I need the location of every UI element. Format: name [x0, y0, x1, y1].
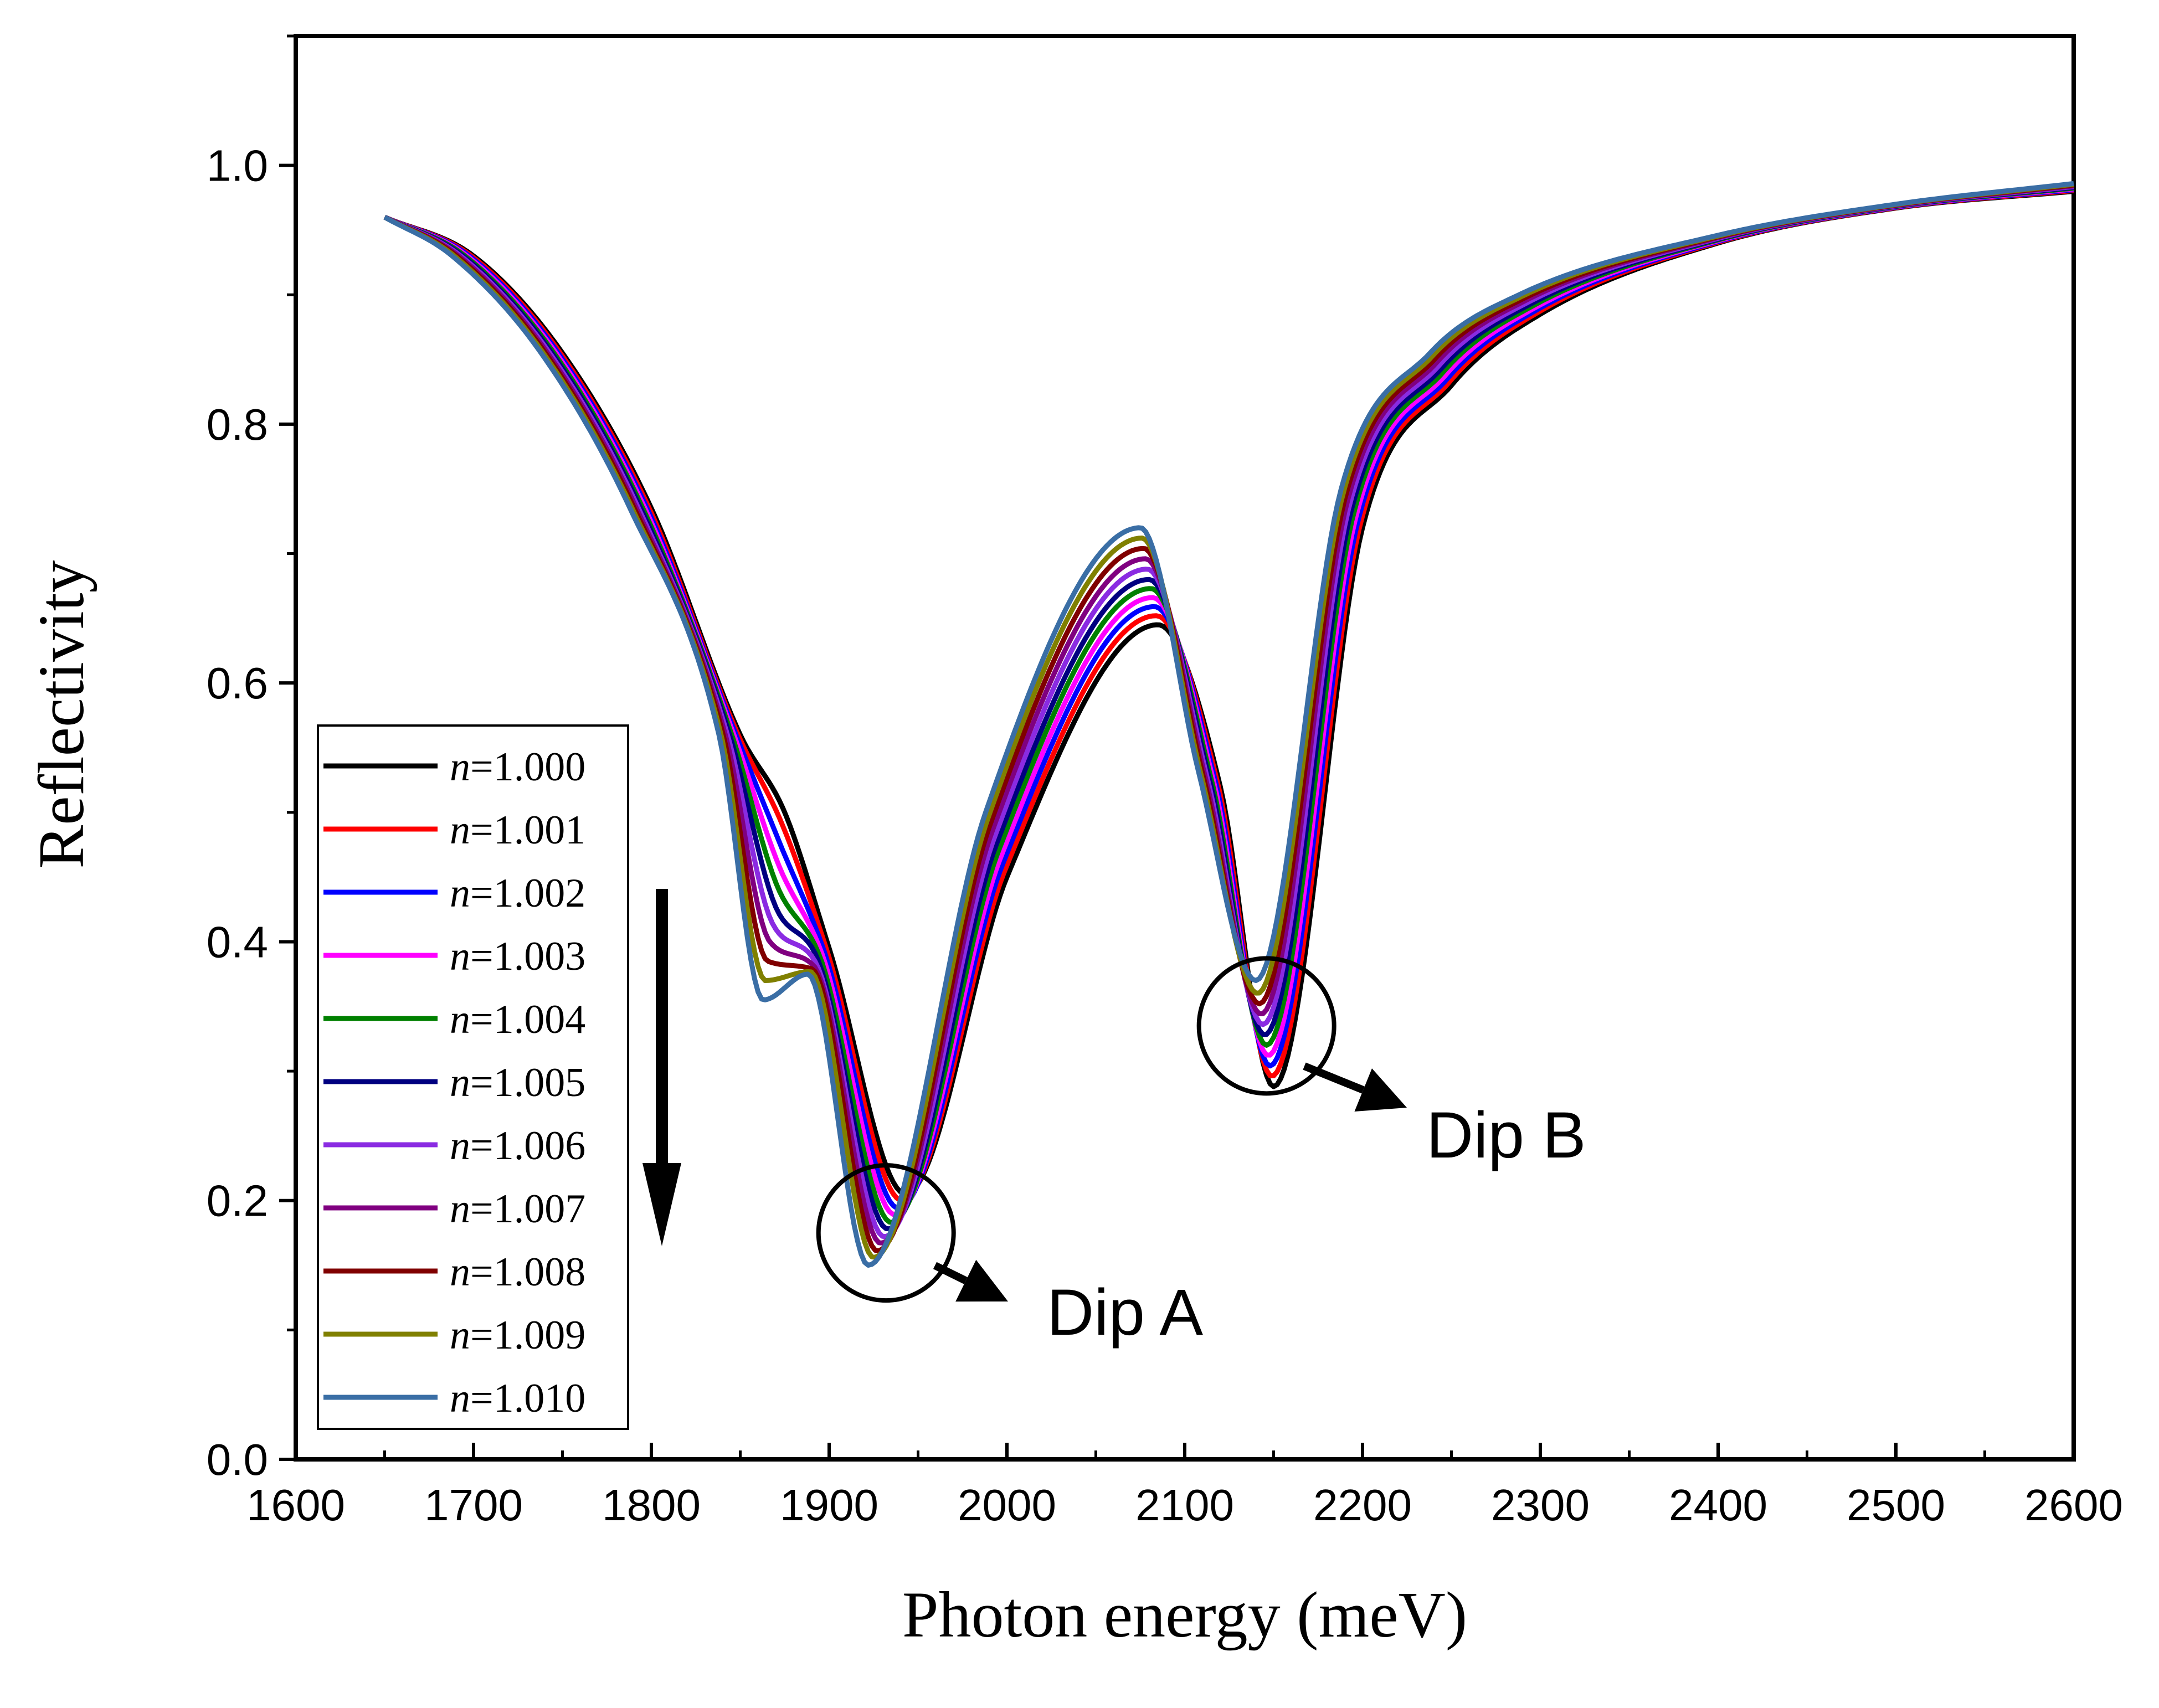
- annotation-label: Dip B: [1426, 1099, 1586, 1172]
- legend-label: n=1.007: [450, 1186, 585, 1232]
- legend-label: n=1.009: [450, 1313, 585, 1358]
- series-line: [383, 184, 2074, 1232]
- annotations: Dip A Dip B: [816, 956, 1586, 1349]
- y-tick-label: 0.4: [207, 917, 268, 966]
- annotation-label: Dip A: [1047, 1276, 1203, 1349]
- series-line: [383, 181, 2074, 1268]
- y-axis-ticks: 0.0 0.2 0.4 0.6 0.8 1.0: [207, 34, 296, 1484]
- series-line: [383, 182, 2074, 1253]
- legend-label: n=1.002: [450, 871, 585, 916]
- legend-label: n=1.001: [450, 807, 585, 853]
- x-tick-label: 2200: [1313, 1480, 1412, 1530]
- series-line: [383, 188, 2074, 1197]
- x-axis-title: Photon energy (meV): [902, 1578, 1467, 1651]
- series-line: [383, 182, 2074, 1260]
- x-tick-label: 2500: [1847, 1480, 1945, 1530]
- legend-box: [317, 724, 629, 1430]
- legend-label: n=1.000: [450, 744, 585, 790]
- legend-label: n=1.003: [450, 934, 585, 979]
- x-tick-label: 1900: [780, 1480, 878, 1530]
- x-axis-ticks: 1600 1700 1800 1900 2000 2100 2200 2300 2400 2500…: [246, 1443, 2123, 1530]
- series-line: [383, 187, 2074, 1211]
- y-tick-label: 0.6: [207, 658, 268, 708]
- legend-label: n=1.005: [450, 1060, 585, 1105]
- y-tick-label: 0.2: [207, 1176, 268, 1226]
- x-tick-label: 2000: [958, 1480, 1056, 1530]
- x-tick-label: 1700: [424, 1480, 523, 1530]
- x-tick-label: 2100: [1135, 1480, 1234, 1530]
- legend-label: n=1.006: [450, 1123, 585, 1169]
- y-tick-label: 0.8: [207, 400, 268, 449]
- x-tick-label: 1800: [602, 1480, 701, 1530]
- annotation-arrow-shaft: [1303, 1062, 1365, 1094]
- legend-label: n=1.010: [450, 1376, 585, 1421]
- x-tick-label: 2300: [1491, 1480, 1590, 1530]
- series-line: [383, 186, 2074, 1225]
- series-line: [383, 188, 2074, 1203]
- y-tick-label: 1.0: [207, 141, 268, 191]
- x-tick-label: 2400: [1669, 1480, 1767, 1530]
- x-tick-label: 1600: [246, 1480, 345, 1530]
- legend: n=1.000 n=1.001 n=1.002 n=1.003 n=1.004 n=1.0…: [317, 724, 629, 1430]
- annotation-arrow-head: [955, 1259, 1008, 1302]
- series-line: [383, 186, 2074, 1217]
- legend-label: n=1.004: [450, 997, 585, 1042]
- x-tick-label: 2600: [2024, 1480, 2123, 1530]
- trend-arrow: [642, 889, 681, 1246]
- annotation-arrow-head: [1354, 1068, 1407, 1112]
- y-tick-label: 0.0: [207, 1435, 268, 1484]
- legend-label: n=1.008: [450, 1249, 585, 1295]
- annotation-circle: [1196, 956, 1336, 1096]
- series-lines: [383, 181, 2074, 1268]
- annotation-circle: [816, 1163, 956, 1303]
- annotation-arrow-shaft: [933, 1262, 968, 1284]
- series-line: [383, 184, 2074, 1239]
- y-axis-title: Reflectivity: [25, 560, 97, 868]
